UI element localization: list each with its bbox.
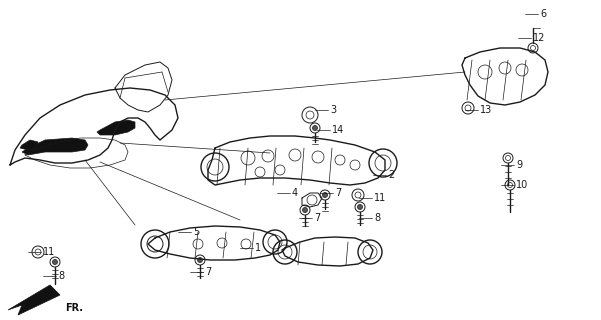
Text: 4: 4 [292,188,298,198]
Text: 2: 2 [388,170,394,180]
Text: 11: 11 [374,193,386,203]
Text: 9: 9 [516,160,522,170]
Text: 8: 8 [374,213,380,223]
Text: 12: 12 [533,33,545,43]
Text: FR.: FR. [65,303,83,313]
Circle shape [52,260,58,265]
Text: 6: 6 [540,9,546,19]
Circle shape [323,193,328,197]
Text: 7: 7 [205,267,211,277]
Circle shape [313,125,317,131]
Polygon shape [20,140,38,150]
Text: 5: 5 [193,227,200,237]
Text: 10: 10 [516,180,528,190]
Polygon shape [22,138,88,155]
Text: 14: 14 [332,125,344,135]
Text: 11: 11 [43,247,55,257]
Circle shape [358,204,362,210]
Text: 3: 3 [330,105,336,115]
Text: 7: 7 [314,213,320,223]
Circle shape [198,258,203,262]
Circle shape [302,207,308,212]
Polygon shape [8,285,60,315]
Polygon shape [97,120,135,135]
Text: 8: 8 [58,271,64,281]
Text: 1: 1 [255,243,261,253]
Text: 7: 7 [335,188,341,198]
Text: 13: 13 [480,105,492,115]
